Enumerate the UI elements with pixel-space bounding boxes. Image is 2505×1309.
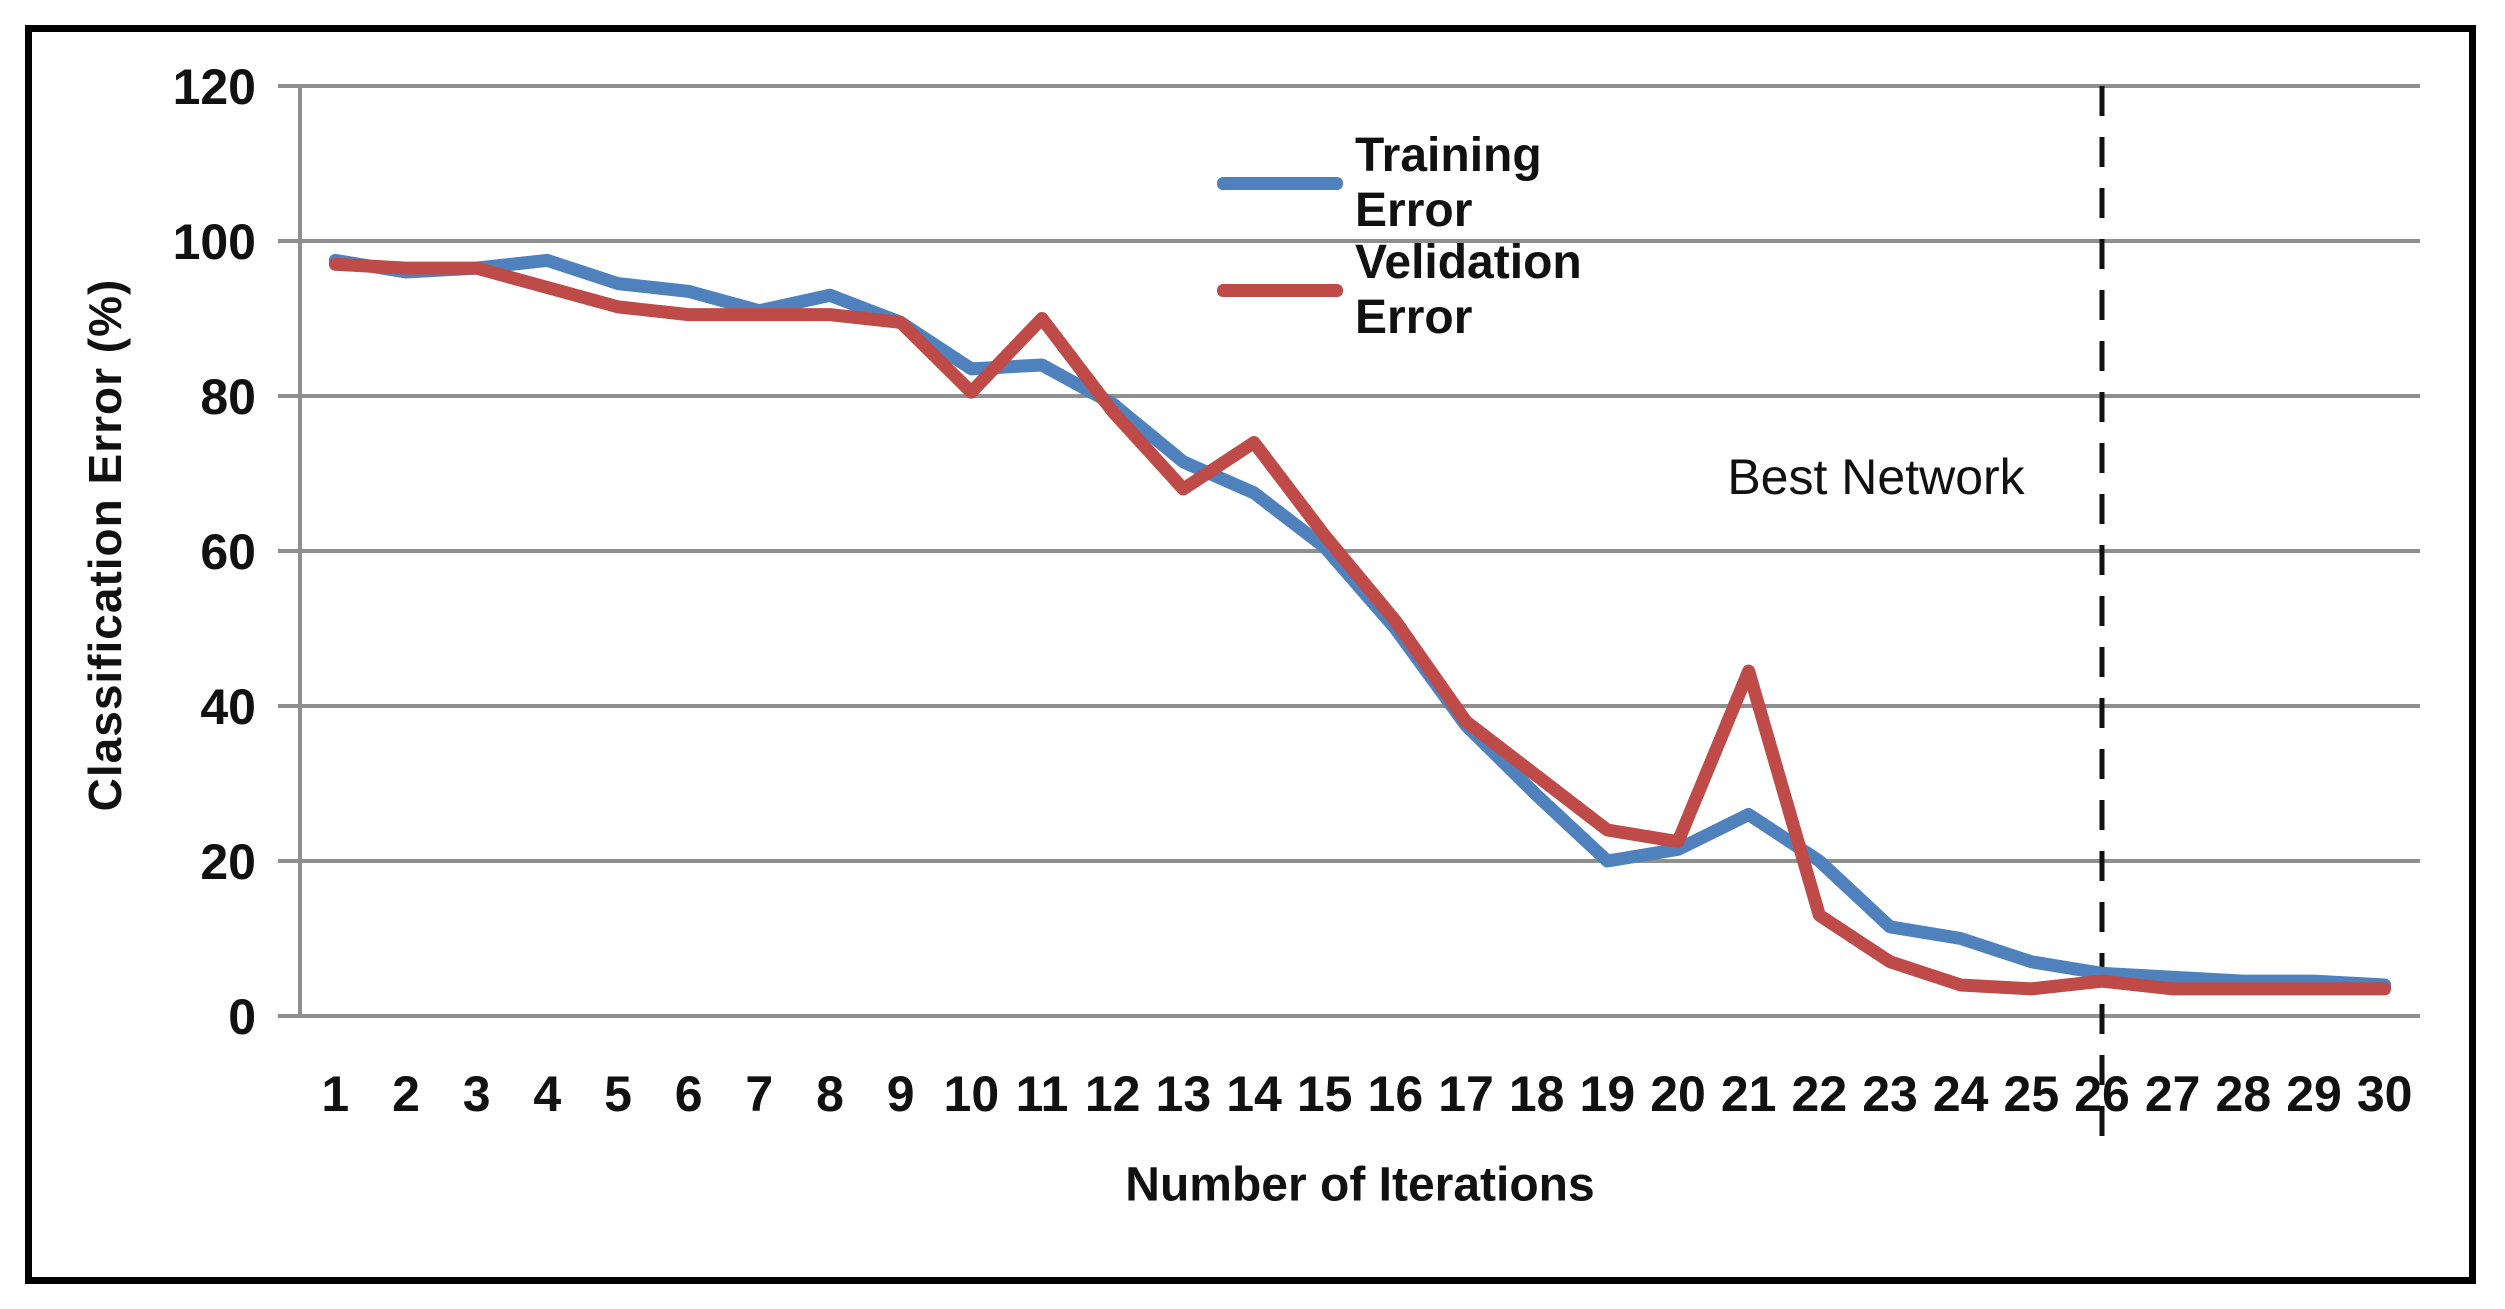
legend-item-velidation-error: Velidation Error [1217, 235, 1582, 345]
x-tick-label: 23 [1862, 1066, 1918, 1122]
best-network-annotation: Best Network [1727, 449, 2025, 505]
x-tick-label: 4 [533, 1066, 561, 1122]
x-tick-label: 14 [1226, 1066, 1282, 1122]
x-tick-label: 10 [944, 1066, 1000, 1122]
y-tick-label: 80 [200, 369, 256, 425]
y-axis-title: Classification Error (%) [79, 278, 131, 812]
x-tick-label: 28 [2216, 1066, 2272, 1122]
x-tick-label: 5 [604, 1066, 632, 1122]
x-tick-label: 7 [745, 1066, 773, 1122]
training-error-line [328, 253, 2392, 992]
x-tick-label: 1 [321, 1066, 349, 1122]
y-tick-label: 120 [173, 59, 256, 115]
y-tick-label: 100 [173, 214, 256, 270]
x-axis-title: Number of Iterations [1125, 1158, 1595, 1212]
x-tick-label: 2 [392, 1066, 420, 1122]
x-tick-label: 22 [1792, 1066, 1848, 1122]
x-tick-label: 27 [2145, 1066, 2201, 1122]
x-tick-label: 16 [1368, 1066, 1424, 1122]
legend-label-velidation-error: Velidation Error [1355, 236, 1582, 344]
x-tick-label: 18 [1509, 1066, 1565, 1122]
x-tick-label: 13 [1156, 1066, 1212, 1122]
chart-outer-border [25, 25, 2476, 1284]
x-tick-label: 15 [1297, 1066, 1353, 1122]
legend-item-training-error: Training Error [1217, 128, 1542, 238]
x-tick-label: 24 [1933, 1066, 1989, 1122]
legend-label-training-error: Training Error [1355, 129, 1542, 237]
x-tick-label: 21 [1721, 1066, 1777, 1122]
x-tick-label: 25 [2004, 1066, 2060, 1122]
x-tick-label: 8 [816, 1066, 844, 1122]
y-tick-label: 60 [200, 524, 256, 580]
x-tick-label: 17 [1438, 1066, 1494, 1122]
velidation-error-swatch [1217, 283, 1343, 297]
x-tick-label: 29 [2286, 1066, 2342, 1122]
x-tick-label: 20 [1650, 1066, 1706, 1122]
training-error-swatch [1217, 176, 1343, 190]
x-tick-label: 11 [1016, 1066, 1069, 1122]
x-tick-label: 19 [1580, 1066, 1636, 1122]
x-tick-label: 6 [675, 1066, 703, 1122]
x-tick-label: 3 [463, 1066, 491, 1122]
x-tick-label: 30 [2357, 1066, 2413, 1122]
y-tick-label: 0 [228, 989, 256, 1045]
y-tick-label: 40 [200, 679, 256, 735]
velidation-error-line [328, 257, 2392, 996]
x-tick-label: 9 [887, 1066, 915, 1122]
x-tick-label: 12 [1085, 1066, 1141, 1122]
y-tick-label: 20 [200, 834, 256, 890]
